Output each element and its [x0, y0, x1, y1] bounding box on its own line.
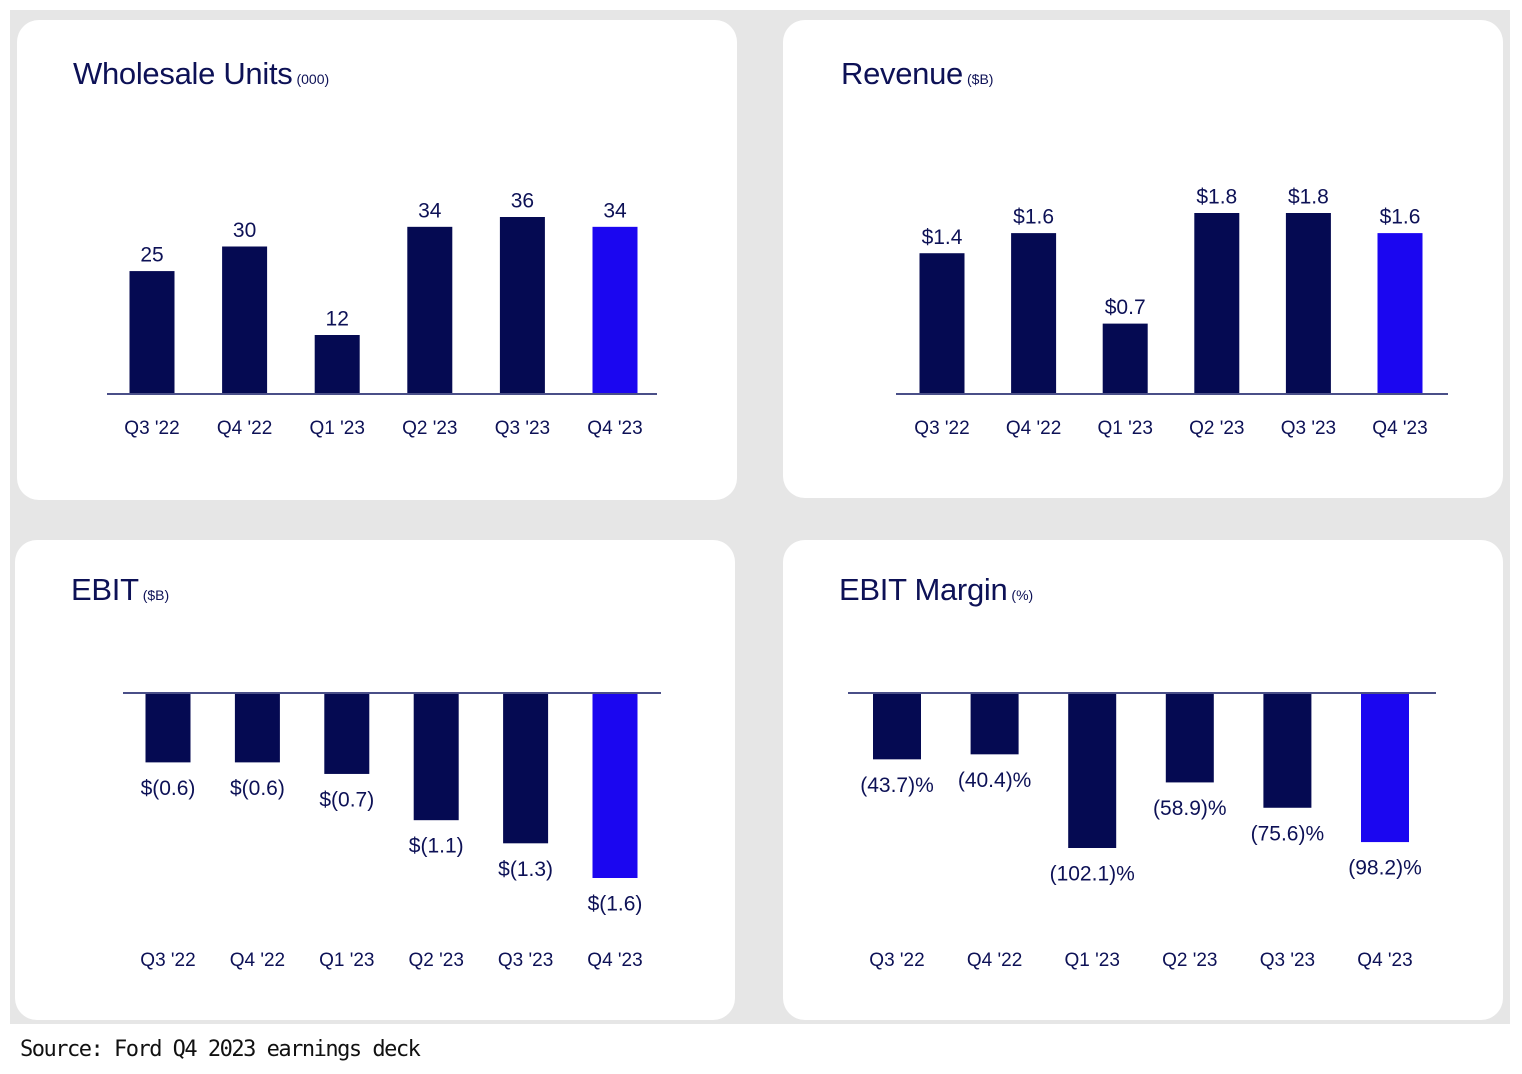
chart-unit: (000) [296, 71, 330, 87]
bar [592, 693, 638, 878]
chart-title-text: Revenue [841, 56, 963, 91]
x-tick-label: Q4 '23 [1357, 950, 1412, 971]
data-label: $1.4 [922, 226, 963, 249]
bar [1068, 693, 1117, 848]
wholesale-units-chart: 25 Q3 '22 30 Q4 '22 12 Q1 '23 34 Q2 '23 36 Q3 '23… [107, 190, 657, 439]
chart-title-text: EBIT Margin [839, 572, 1008, 607]
bar [1102, 323, 1148, 394]
ebit-margin-card: EBIT Margin (%) (43.7)% Q3 '22 (40.4)% Q4 '2… [783, 540, 1503, 1020]
bar [324, 693, 370, 774]
ebit-chart: $(0.6) Q3 '22 $(0.6) Q4 '22 $(0.7) Q1 '23 $(1.… [123, 692, 661, 971]
x-tick-label: Q1 '23 [319, 950, 374, 971]
data-label: $0.7 [1105, 296, 1146, 319]
x-tick-label: Q1 '23 [310, 418, 365, 439]
x-tick-label: Q4 '22 [217, 418, 272, 439]
bar [503, 693, 549, 844]
chart-title: EBIT ($B) [71, 572, 169, 608]
data-label: 30 [233, 219, 256, 242]
data-label: $1.8 [1288, 186, 1329, 209]
data-label: $1.6 [1013, 206, 1054, 229]
bar [1377, 233, 1423, 394]
revenue-card: Revenue ($B) $1.4 Q3 '22 $1.6 Q4 '22 $0.7 Q1 '… [783, 20, 1503, 498]
chart-title: Wholesale Units (000) [73, 56, 329, 92]
data-label: 12 [326, 308, 349, 331]
revenue-chart: $1.4 Q3 '22 $1.6 Q4 '22 $0.7 Q1 '23 $1.8 Q2 '23… [896, 186, 1448, 439]
bar [413, 693, 459, 821]
bar [592, 226, 638, 394]
bar [499, 217, 545, 394]
bar [919, 253, 965, 394]
chart-unit: ($B) [967, 71, 994, 87]
data-label: 25 [140, 244, 163, 267]
bar [129, 271, 175, 394]
x-tick-label: Q3 '22 [869, 950, 924, 971]
chart-title: EBIT Margin (%) [839, 572, 1033, 608]
chart-title-text: Wholesale Units [73, 56, 293, 91]
x-tick-label: Q4 '22 [230, 950, 285, 971]
ebit-card: EBIT ($B) $(0.6) Q3 '22 $(0.6) Q4 '22 $(0.7) Q… [15, 540, 735, 1020]
x-tick-label: Q3 '22 [140, 950, 195, 971]
x-tick-label: Q2 '23 [409, 950, 464, 971]
bar [407, 226, 453, 394]
data-label: (40.4)% [958, 769, 1032, 792]
x-tick-label: Q3 '22 [914, 418, 969, 439]
chart-title: Revenue ($B) [841, 56, 993, 92]
data-label: $(1.3) [498, 858, 553, 881]
bar [1165, 693, 1214, 783]
data-label: $(0.7) [319, 788, 374, 811]
x-tick-label: Q3 '23 [495, 418, 550, 439]
x-tick-label: Q4 '23 [1372, 418, 1427, 439]
bar [873, 693, 921, 760]
data-label: 34 [418, 199, 442, 222]
data-label: $(0.6) [230, 777, 285, 800]
data-label: (98.2)% [1348, 857, 1422, 880]
data-label: (75.6)% [1251, 822, 1325, 845]
bar [1263, 693, 1312, 808]
source-note: Source: Ford Q4 2023 earnings deck [20, 1037, 421, 1062]
bar [145, 693, 191, 763]
data-label: $1.8 [1196, 186, 1237, 209]
data-label: $(1.6) [588, 893, 643, 916]
x-tick-label: Q2 '23 [402, 418, 457, 439]
x-tick-label: Q1 '23 [1065, 950, 1120, 971]
bar [1285, 213, 1331, 394]
x-tick-label: Q2 '23 [1162, 950, 1217, 971]
bar [1361, 693, 1409, 843]
data-label: 36 [511, 190, 534, 213]
data-label: (102.1)% [1050, 863, 1135, 886]
x-tick-label: Q3 '22 [124, 418, 179, 439]
ebit-margin-chart: (43.7)% Q3 '22 (40.4)% Q4 '22 (102.1)% Q1 '23… [848, 692, 1436, 971]
bar [234, 693, 280, 763]
x-tick-label: Q3 '23 [498, 950, 553, 971]
data-label: (58.9)% [1153, 797, 1227, 820]
chart-title-text: EBIT [71, 572, 139, 607]
bar [1194, 213, 1240, 394]
x-tick-label: Q2 '23 [1189, 418, 1244, 439]
chart-unit: (%) [1011, 587, 1034, 603]
bar [970, 693, 1019, 755]
x-tick-label: Q4 '22 [1006, 418, 1061, 439]
chart-unit: ($B) [142, 587, 170, 603]
x-tick-label: Q4 '23 [587, 418, 642, 439]
x-tick-label: Q3 '23 [1260, 950, 1315, 971]
x-tick-label: Q4 '22 [967, 950, 1022, 971]
data-label: $1.6 [1380, 206, 1421, 229]
x-tick-label: Q4 '23 [587, 950, 642, 971]
data-label: (43.7)% [860, 774, 934, 797]
wholesale-units-card: Wholesale Units (000) 25 Q3 '22 30 Q4 '22 12 Q… [17, 20, 737, 500]
bar [314, 335, 360, 394]
bar [222, 246, 268, 394]
bar [1011, 233, 1057, 394]
x-tick-label: Q3 '23 [1281, 418, 1336, 439]
x-tick-label: Q1 '23 [1098, 418, 1153, 439]
data-label: $(0.6) [141, 777, 196, 800]
data-label: 34 [603, 199, 627, 222]
data-label: $(1.1) [409, 835, 464, 858]
